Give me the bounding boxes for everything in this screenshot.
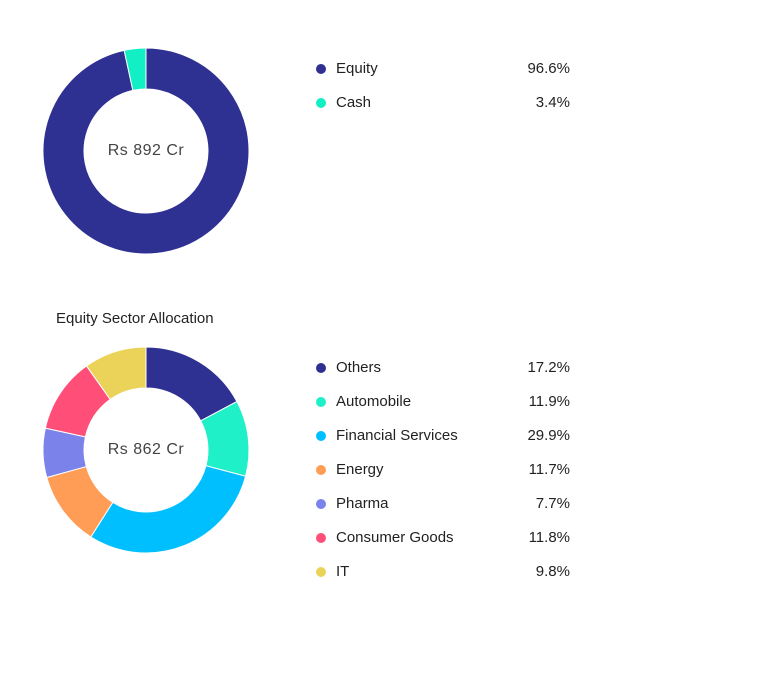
donut-slice xyxy=(123,47,147,92)
legend-marker xyxy=(316,431,326,441)
legend-label: Consumer Goods xyxy=(336,529,454,546)
legend-marker xyxy=(316,98,326,108)
legend-value: 29.9% xyxy=(527,427,570,444)
donut-slice xyxy=(90,465,247,554)
legend-value: 7.7% xyxy=(536,495,570,512)
legend-value: 17.2% xyxy=(527,359,570,376)
legend-label: Cash xyxy=(336,94,371,111)
legend-label: Energy xyxy=(336,461,384,478)
legend-marker xyxy=(316,567,326,577)
legend-value: 11.7% xyxy=(529,461,570,478)
legend-value: 11.8% xyxy=(529,529,570,546)
legend-label: Pharma xyxy=(336,495,389,512)
legend-value: 9.8% xyxy=(536,563,570,580)
legend-marker xyxy=(316,363,326,373)
center-label: Rs 862 Cr xyxy=(108,441,185,458)
legend-marker xyxy=(316,465,326,475)
donut-slice xyxy=(85,346,147,401)
legend-marker xyxy=(316,397,326,407)
chart-title: Equity Sector Allocation xyxy=(56,310,214,327)
legend-value: 96.6% xyxy=(527,60,570,77)
legend-label: Automobile xyxy=(336,393,411,410)
legend-marker xyxy=(316,499,326,509)
legend-label: IT xyxy=(336,563,349,580)
legend-value: 11.9% xyxy=(529,393,570,410)
legend-value: 3.4% xyxy=(536,94,570,111)
legend-label: Equity xyxy=(336,60,378,77)
legend-marker xyxy=(316,64,326,74)
center-label: Rs 892 Cr xyxy=(108,142,185,159)
legend-label: Financial Services xyxy=(336,427,458,444)
legend-marker xyxy=(316,533,326,543)
donut-slice xyxy=(42,47,250,255)
legend-label: Others xyxy=(336,359,381,376)
